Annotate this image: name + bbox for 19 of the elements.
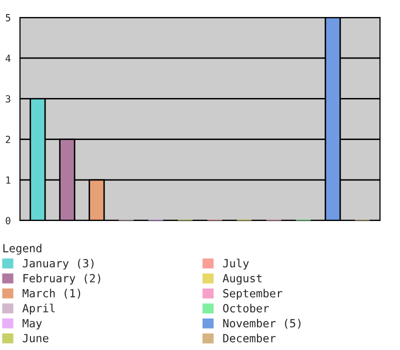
y-tick-label: 0: [6, 217, 10, 224]
legend-label: January (3): [22, 258, 94, 270]
legend-label: September: [223, 288, 282, 300]
legend-title: Legend: [3, 244, 42, 255]
y-tick-label: 4: [6, 54, 11, 62]
legend-label: March (1): [22, 288, 80, 299]
legend-label: May: [22, 319, 42, 330]
legend-label: April: [22, 304, 55, 315]
legend-label: December: [223, 334, 276, 342]
legend-label: February (2): [23, 274, 100, 285]
legend-label: June: [22, 334, 48, 342]
y-tick-label: 3: [6, 95, 10, 103]
y-tick-label: 1: [6, 176, 10, 184]
legend-label: November (5): [223, 318, 300, 329]
legend-label: August: [222, 274, 262, 285]
legend-label: October: [223, 304, 269, 312]
y-tick-label: 2: [6, 136, 10, 144]
y-tick-label: 5: [6, 14, 10, 22]
legend-label: July: [223, 258, 249, 270]
